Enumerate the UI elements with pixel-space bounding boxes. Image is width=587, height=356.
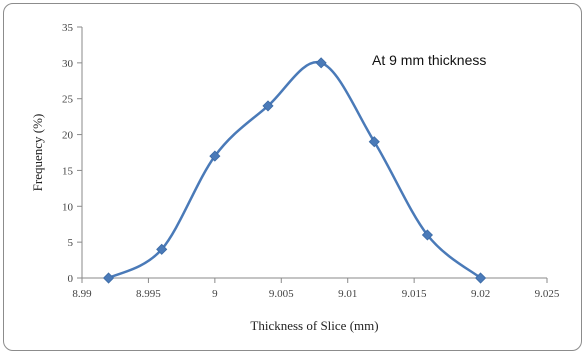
- y-tick-label: 5: [68, 237, 74, 249]
- series-markers: [103, 57, 487, 284]
- data-point-marker: [262, 100, 274, 112]
- x-tick-label: 9.005: [269, 288, 294, 300]
- data-point-marker: [315, 57, 327, 69]
- y-tick-label: 0: [68, 273, 74, 285]
- x-tick-label: 9.025: [535, 288, 560, 300]
- y-tick-label: 25: [62, 94, 74, 106]
- data-point-marker: [368, 136, 380, 148]
- y-tick-label: 20: [62, 130, 74, 142]
- y-axis-label: Frequency (%): [30, 114, 45, 192]
- chart-frame: [3, 3, 582, 351]
- x-tick-label: 9.01: [338, 288, 357, 300]
- x-tick-label: 8.99: [72, 288, 92, 300]
- data-point-marker: [156, 243, 168, 255]
- annotation-text: At 9 mm thickness: [372, 52, 486, 68]
- y-tick-label: 35: [62, 22, 74, 34]
- y-tick-labels: 0 5 10 15 20 25 30 35: [62, 22, 82, 285]
- x-tick-label: 8.995: [136, 288, 161, 300]
- axes: [81, 27, 547, 279]
- y-tick-label: 10: [62, 201, 74, 213]
- x-tick-label: 9: [212, 288, 218, 300]
- x-axis-label: Thickness of Slice (mm): [250, 318, 378, 333]
- x-tick-label: 9.015: [402, 288, 427, 300]
- data-point-marker: [421, 229, 433, 241]
- data-point-marker: [475, 272, 487, 284]
- y-tick-label: 30: [62, 58, 74, 70]
- series-line: [107, 61, 482, 280]
- x-tick-label: 9.02: [471, 288, 490, 300]
- y-tick-label: 15: [62, 165, 74, 177]
- data-point-marker: [209, 150, 221, 162]
- x-tick-labels: 8.99 8.995 9 9.005 9.01 9.015 9.02 9.025: [72, 278, 560, 300]
- data-point-marker: [103, 272, 115, 284]
